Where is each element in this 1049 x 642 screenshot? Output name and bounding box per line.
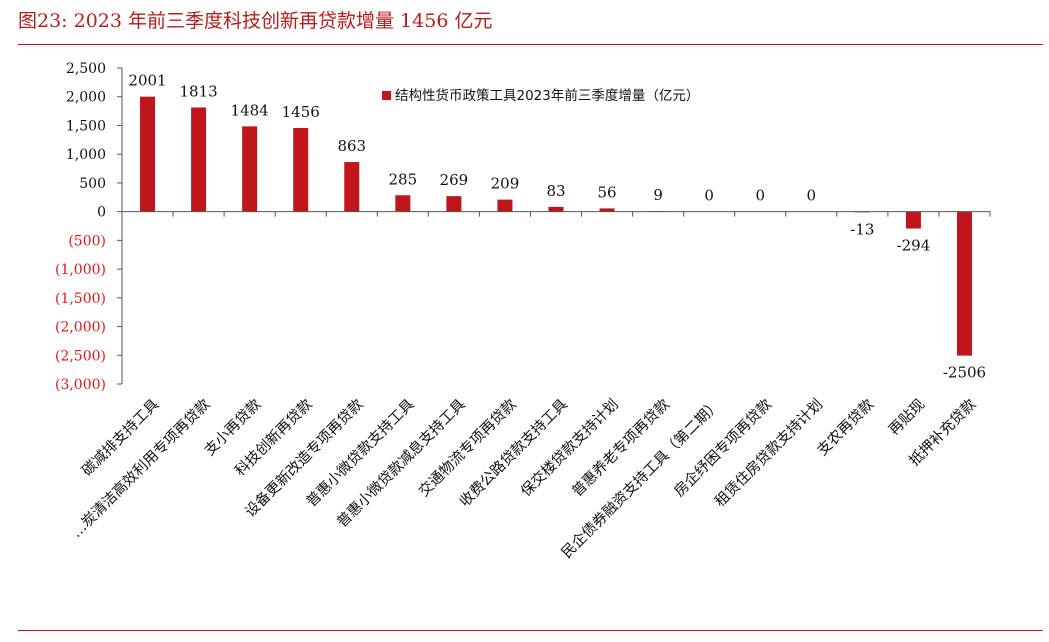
- bar: [395, 195, 411, 212]
- x-tick-labels: 碳减排支持工具…炭清洁高效利用专项再贷款支小再贷款科技创新再贷款设备更新改造专项…: [68, 395, 980, 562]
- legend: 结构性货币政策工具2023年前三季度增量（亿元）: [382, 84, 699, 104]
- bar: [599, 208, 615, 212]
- bar: [242, 126, 258, 212]
- figure-title: 图23: 2023 年前三季度科技创新再贷款增量 1456 亿元: [18, 10, 493, 32]
- bar: [956, 211, 972, 356]
- bar: [905, 211, 921, 229]
- bar: [548, 206, 564, 212]
- bar: [140, 96, 156, 212]
- bar: [344, 162, 360, 212]
- data-label: 1813: [179, 82, 217, 100]
- data-label: 0: [704, 187, 714, 205]
- y-tick-label: (500): [68, 233, 106, 249]
- data-label: 1484: [231, 101, 269, 119]
- bar: [497, 199, 513, 212]
- data-label: 56: [598, 183, 617, 201]
- x-tick-label: 支农再贷款: [814, 395, 878, 459]
- legend-label: 结构性货币政策工具2023年前三季度增量（亿元）: [395, 88, 700, 104]
- bottom-rule: [18, 630, 1043, 631]
- data-label: 1456: [282, 103, 320, 121]
- x-tick-label: 交通物流专项再贷款: [415, 395, 520, 500]
- data-label: 2001: [128, 72, 166, 90]
- data-label: 863: [337, 137, 366, 155]
- data-label: 0: [755, 187, 765, 205]
- bar: [446, 196, 462, 212]
- x-tick-label: 再贴现: [885, 396, 928, 439]
- y-tick-label: 2,000: [66, 90, 106, 106]
- data-label: -294: [897, 237, 931, 255]
- y-tick-label: 0: [97, 205, 106, 221]
- y-tick-label: 500: [79, 176, 106, 192]
- x-tick-label: 房企纾困专项再贷款: [670, 395, 775, 500]
- y-axis: 2,500 2,000 1,500 1,000 500 0 (500) (1,000) (1,5…: [55, 61, 123, 393]
- data-label: 209: [491, 175, 520, 193]
- bars: [140, 96, 972, 356]
- y-tick-label: 2,500: [66, 61, 106, 77]
- legend-swatch: [382, 91, 391, 100]
- y-tick-label: (2,000): [55, 320, 106, 336]
- y-tick-label: (1,000): [55, 262, 106, 278]
- bar: [191, 107, 207, 212]
- data-label: 0: [807, 187, 817, 205]
- x-tick-label: 普惠养老专项再贷款: [569, 395, 674, 500]
- data-label: -2506: [943, 364, 986, 382]
- y-tick-label: 1,000: [66, 147, 106, 163]
- data-label: 269: [440, 171, 469, 189]
- data-label: -13: [850, 220, 874, 238]
- y-tick-label: (2,500): [55, 348, 106, 364]
- y-tick-label: (1,500): [55, 291, 106, 307]
- y-tick-label: (3,000): [55, 377, 106, 393]
- top-rule: [18, 44, 1043, 45]
- data-label: 285: [389, 170, 418, 188]
- x-tick-label: 保交楼贷款支持计划: [517, 395, 622, 500]
- data-label: 83: [546, 182, 565, 200]
- x-axis: [121, 211, 991, 217]
- y-tick-label: 1,500: [66, 118, 106, 134]
- data-label: 9: [653, 186, 663, 204]
- bar: [293, 127, 309, 212]
- data-labels: 2001 1813 1484 1456 863 285 269 209 83 56 9 0 0 0 -13 -…: [128, 72, 986, 382]
